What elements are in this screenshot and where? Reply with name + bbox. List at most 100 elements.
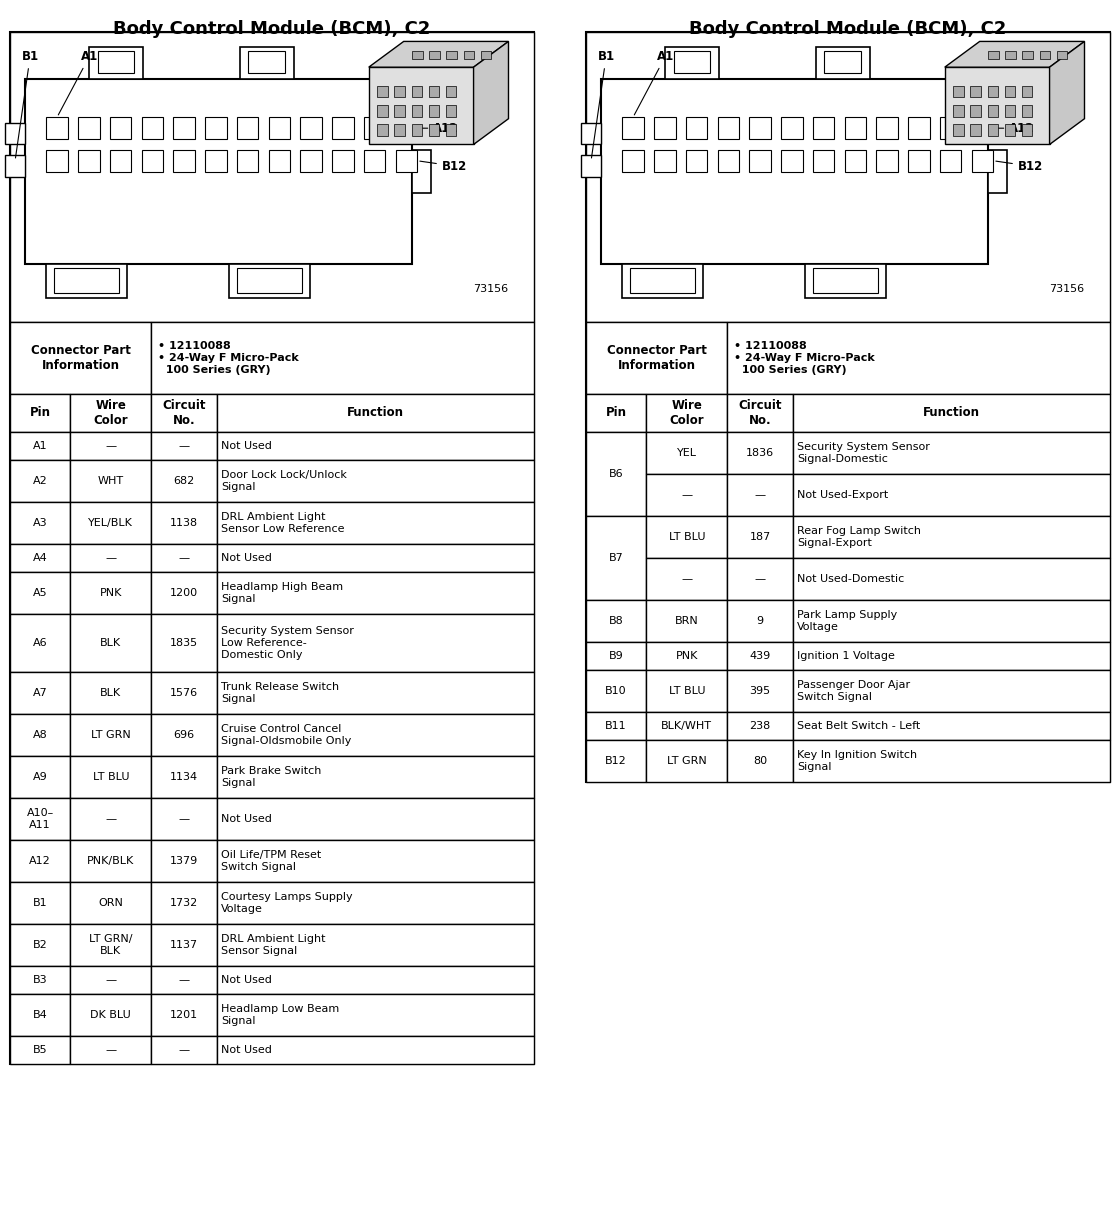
Text: 1201: 1201: [170, 1010, 198, 1020]
Text: Not Used: Not Used: [221, 1045, 272, 1055]
Bar: [151, 502, 217, 544]
Bar: [10, 32, 534, 321]
Text: A5: A5: [32, 588, 47, 598]
Bar: [151, 544, 217, 572]
Bar: [718, 150, 739, 172]
Text: Courtesy Lamps Supply
Voltage: Courtesy Lamps Supply Voltage: [221, 892, 353, 914]
Bar: [395, 150, 417, 172]
Text: DRL Ambient Light
Sensor Signal: DRL Ambient Light Sensor Signal: [221, 934, 326, 956]
Bar: [333, 118, 354, 139]
Bar: [685, 118, 707, 139]
Bar: [728, 432, 793, 474]
Text: 73156: 73156: [474, 285, 508, 294]
Text: ORN: ORN: [99, 898, 123, 908]
Bar: [586, 740, 646, 782]
Bar: [586, 712, 646, 740]
Text: Not Used: Not Used: [221, 814, 272, 825]
Bar: [586, 321, 728, 394]
Bar: [217, 1036, 534, 1064]
Bar: [972, 150, 993, 172]
Bar: [793, 642, 1110, 670]
Text: B4: B4: [32, 1010, 47, 1020]
Bar: [793, 432, 1110, 474]
Bar: [586, 517, 646, 600]
Bar: [586, 600, 646, 642]
Bar: [10, 924, 71, 966]
Bar: [581, 156, 600, 177]
Bar: [600, 80, 988, 264]
Text: 1576: 1576: [170, 688, 198, 698]
Bar: [217, 798, 534, 840]
Bar: [394, 124, 404, 136]
Bar: [646, 517, 728, 558]
Bar: [90, 47, 143, 80]
Bar: [25, 80, 412, 264]
Bar: [646, 558, 728, 600]
Bar: [953, 106, 963, 117]
Bar: [728, 642, 793, 670]
Bar: [1005, 124, 1015, 136]
Text: 187: 187: [749, 533, 771, 542]
Text: B6: B6: [609, 469, 624, 479]
Bar: [908, 118, 930, 139]
Bar: [728, 517, 793, 558]
Bar: [110, 150, 131, 172]
Bar: [781, 118, 803, 139]
Bar: [141, 118, 164, 139]
Text: 1379: 1379: [170, 856, 198, 866]
Bar: [1005, 86, 1015, 97]
Bar: [228, 264, 309, 298]
Text: —: —: [179, 814, 189, 825]
Bar: [71, 394, 151, 432]
Bar: [10, 1036, 71, 1064]
Bar: [646, 740, 728, 782]
Bar: [217, 460, 534, 502]
Bar: [46, 118, 67, 139]
Bar: [586, 32, 1110, 321]
Bar: [71, 572, 151, 614]
Bar: [10, 966, 71, 994]
Bar: [377, 124, 388, 136]
Text: • 12110088
• 24-Way F Micro-Pack
  100 Series (GRY): • 12110088 • 24-Way F Micro-Pack 100 Ser…: [735, 341, 875, 374]
Bar: [446, 124, 456, 136]
Text: A2: A2: [32, 476, 47, 486]
Text: —: —: [179, 553, 189, 563]
Text: 1732: 1732: [170, 898, 198, 908]
Text: Headlamp High Beam
Signal: Headlamp High Beam Signal: [221, 582, 343, 604]
Bar: [411, 86, 422, 97]
Bar: [151, 432, 217, 460]
Bar: [876, 118, 898, 139]
Bar: [71, 672, 151, 714]
Bar: [10, 840, 71, 882]
Text: Wire
Color: Wire Color: [670, 399, 704, 427]
Text: —: —: [179, 1045, 189, 1055]
Text: BRN: BRN: [675, 616, 699, 626]
Bar: [10, 432, 71, 460]
Bar: [793, 394, 1110, 432]
Text: Not Used-Domestic: Not Used-Domestic: [797, 574, 904, 584]
Bar: [110, 118, 131, 139]
Bar: [151, 798, 217, 840]
Bar: [249, 52, 284, 72]
Text: Door Lock Lock/Unlock
Signal: Door Lock Lock/Unlock Signal: [221, 470, 347, 492]
Text: B5: B5: [32, 1045, 47, 1055]
Bar: [654, 150, 675, 172]
Bar: [1021, 86, 1032, 97]
Bar: [813, 118, 834, 139]
Text: Not Used: Not Used: [221, 440, 272, 452]
Bar: [908, 150, 930, 172]
Text: Trunk Release Switch
Signal: Trunk Release Switch Signal: [221, 682, 339, 704]
Text: LT BLU: LT BLU: [93, 772, 129, 782]
Text: Passenger Door Ajar
Switch Signal: Passenger Door Ajar Switch Signal: [797, 680, 911, 702]
Bar: [364, 118, 385, 139]
Text: 9: 9: [757, 616, 764, 626]
Bar: [646, 394, 728, 432]
Bar: [945, 67, 1049, 145]
Bar: [646, 474, 728, 517]
Text: Body Control Module (BCM), C2: Body Control Module (BCM), C2: [113, 20, 431, 38]
Bar: [71, 502, 151, 544]
Text: DK BLU: DK BLU: [91, 1010, 131, 1020]
Bar: [646, 432, 728, 474]
Text: A12: A12: [29, 856, 52, 866]
Bar: [217, 994, 534, 1036]
